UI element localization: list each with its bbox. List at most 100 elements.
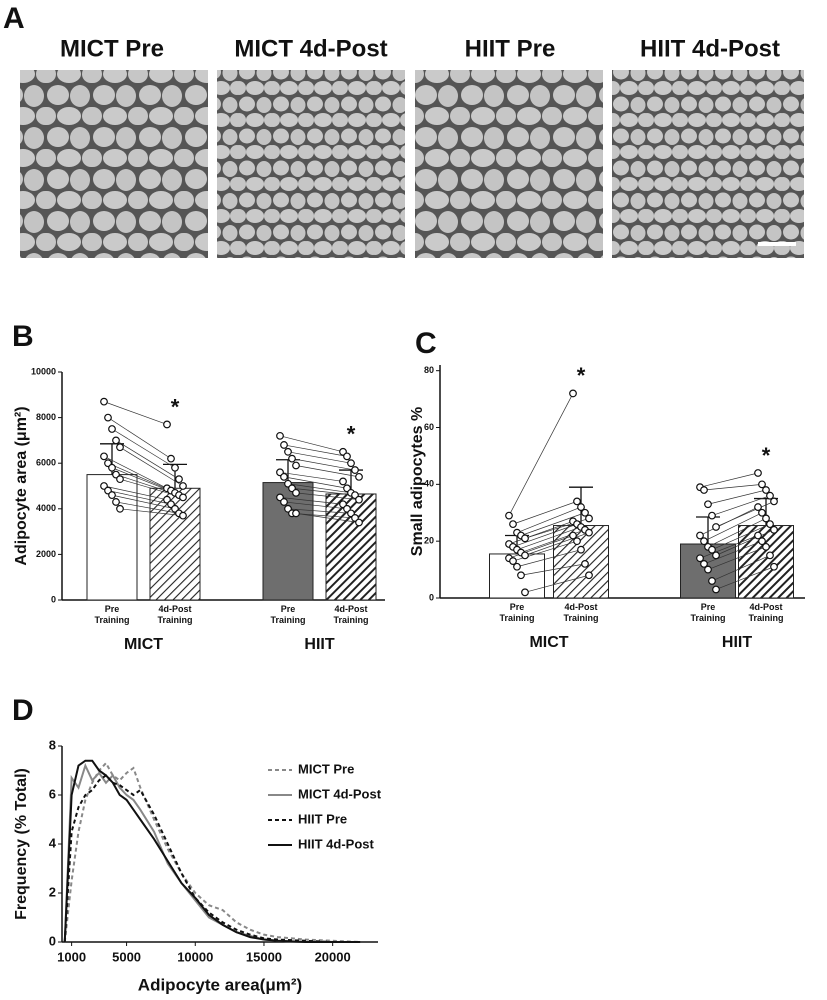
data-point — [770, 562, 778, 571]
pair-line — [699, 472, 759, 488]
pair-line — [508, 393, 574, 516]
data-point — [770, 497, 778, 506]
data-point — [509, 520, 517, 529]
pair-line — [516, 549, 582, 568]
x-tick-label: 10000 — [177, 949, 213, 964]
data-point — [179, 493, 187, 502]
data-point — [766, 551, 774, 560]
pair-line — [512, 523, 578, 548]
data-point — [163, 420, 171, 429]
pair-line — [287, 508, 352, 514]
x-tick-label: 15000 — [246, 949, 282, 964]
group-label: MICT — [124, 636, 163, 653]
y-tick-label: 4000 — [36, 503, 56, 513]
data-point — [708, 511, 716, 520]
data-point — [577, 503, 585, 511]
data-point — [509, 557, 517, 565]
bar — [553, 525, 609, 599]
data-point — [712, 551, 720, 560]
data-point — [112, 498, 120, 506]
pair-line — [703, 512, 763, 542]
pair-line — [711, 523, 771, 551]
pair-line — [715, 566, 775, 590]
data-point — [704, 500, 712, 509]
pair-line — [711, 495, 771, 516]
x-tick-label: 1000 — [57, 949, 86, 964]
image-title: HIIT 4d-Post — [640, 35, 780, 62]
pair-line — [111, 494, 176, 510]
data-point — [708, 545, 716, 554]
y-tick-label: 10000 — [31, 366, 56, 376]
pair-line — [524, 574, 590, 593]
pair-line — [291, 487, 356, 496]
data-point — [347, 459, 355, 468]
data-point — [712, 585, 720, 594]
histology-image — [612, 70, 804, 258]
x-tick-label: 4d-Post Training — [563, 602, 598, 623]
pair-line — [699, 535, 759, 559]
group-label: HIIT — [722, 634, 752, 651]
y-tick-label: 6000 — [36, 458, 56, 468]
data-point — [280, 472, 288, 481]
x-tick-label: Pre Training — [499, 602, 534, 623]
pair-line — [103, 401, 168, 425]
image-title: MICT 4d-Post — [234, 35, 387, 62]
data-point — [585, 514, 593, 523]
significance-marker: * — [762, 443, 771, 468]
legend-label: MICT Pre — [298, 761, 354, 776]
panel-label: B — [12, 320, 34, 353]
data-point — [762, 486, 770, 494]
data-point — [100, 397, 108, 406]
data-point — [762, 514, 770, 523]
data-point — [704, 565, 712, 574]
data-point — [573, 537, 581, 546]
pair-line — [520, 563, 586, 576]
data-point — [355, 472, 363, 481]
data-point — [585, 528, 593, 537]
y-tick-label: 80 — [424, 365, 434, 375]
pair-line — [520, 512, 586, 536]
pair-line — [516, 526, 582, 551]
data-point — [513, 562, 521, 571]
data-point — [100, 452, 108, 461]
pair-line — [279, 471, 344, 482]
pair-line — [699, 506, 759, 536]
pair-line — [707, 546, 767, 570]
pair-line — [715, 529, 775, 556]
y-tick-label: 40 — [424, 479, 434, 489]
x-tick-label: Pre Training — [270, 604, 305, 625]
x-tick-label: 5000 — [112, 949, 141, 964]
data-point — [351, 466, 359, 474]
y-tick-label: 2000 — [36, 549, 56, 559]
pair-line — [707, 518, 767, 548]
data-point — [569, 531, 577, 540]
data-point — [581, 560, 589, 568]
pair-line — [103, 456, 168, 489]
data-point — [700, 486, 708, 494]
data-point — [758, 480, 766, 489]
data-point — [770, 525, 778, 534]
pair-line — [283, 501, 348, 510]
pair-line — [119, 508, 184, 516]
data-point — [754, 503, 762, 511]
data-point — [712, 523, 720, 531]
data-point — [280, 498, 288, 506]
data-point — [581, 508, 589, 517]
data-point — [696, 531, 704, 540]
bar — [738, 525, 794, 599]
data-point — [521, 588, 529, 597]
data-point — [355, 495, 363, 504]
data-point — [343, 452, 351, 461]
bar — [489, 553, 545, 599]
data-point — [585, 571, 593, 580]
significance-marker: * — [171, 394, 180, 419]
x-tick-label: 4d-Post Training — [333, 604, 368, 625]
data-point — [284, 447, 292, 456]
y-tick-label: 0 — [51, 594, 56, 604]
y-axis-label: Frequency (% Total) — [13, 768, 30, 920]
data-point — [276, 431, 284, 440]
data-point — [521, 534, 529, 543]
data-point — [179, 511, 187, 520]
data-point — [108, 491, 116, 500]
